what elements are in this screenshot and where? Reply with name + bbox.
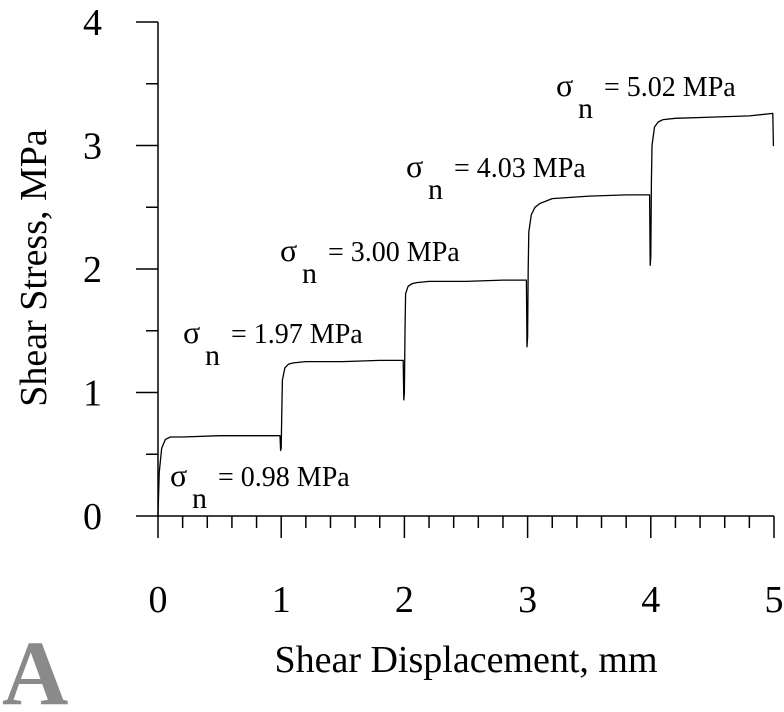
sigma-subscript: n (302, 257, 317, 290)
sigma-symbol: σ (170, 457, 187, 493)
stress-displacement-line (157, 112, 775, 517)
y-tick-label: 2 (83, 249, 102, 291)
y-tick-label: 1 (83, 373, 102, 415)
sigma-subscript: n (205, 339, 220, 372)
sigma-value: = 5.02 MPa (604, 72, 736, 103)
x-tick-label: 3 (518, 579, 537, 621)
sigma-subscript: n (192, 482, 207, 515)
sigma-annotation: σn = 0.98 MPa (170, 457, 350, 515)
sigma-annotation: σn = 3.00 MPa (280, 232, 460, 290)
chart-series (157, 112, 775, 517)
y-axis-title: Shear Stress, MPa (13, 129, 55, 407)
x-axis-title: Shear Displacement, mm (274, 639, 657, 681)
sigma-value: = 1.97 MPa (231, 319, 363, 350)
sigma-annotation: σn = 5.02 MPa (556, 67, 736, 125)
sigma-symbol: σ (183, 314, 200, 350)
sigma-value: = 4.03 MPa (454, 153, 586, 184)
sigma-symbol: σ (406, 148, 423, 184)
chart-ticks: 0 1 2 3 4 0 1 2 3 4 5 (83, 2, 784, 621)
sigma-value: = 0.98 MPa (218, 462, 350, 493)
sigma-symbol: σ (556, 67, 573, 103)
x-tick-label: 5 (765, 579, 784, 621)
y-tick-label: 4 (83, 2, 102, 44)
y-tick-label: 3 (83, 126, 102, 168)
sigma-subscript: n (578, 92, 593, 125)
x-tick-label: 2 (395, 579, 414, 621)
sigma-subscript: n (428, 173, 443, 206)
sigma-symbol: σ (280, 232, 297, 268)
x-tick-label: 0 (149, 579, 168, 621)
sigma-value: = 3.00 MPa (328, 237, 460, 268)
sigma-annotation: σn = 4.03 MPa (406, 148, 586, 206)
x-tick-label: 4 (641, 579, 660, 621)
sigma-annotation: σn = 1.97 MPa (183, 314, 363, 372)
panel-label: A (2, 622, 68, 712)
y-tick-label: 0 (83, 496, 102, 538)
x-tick-label: 1 (272, 579, 291, 621)
